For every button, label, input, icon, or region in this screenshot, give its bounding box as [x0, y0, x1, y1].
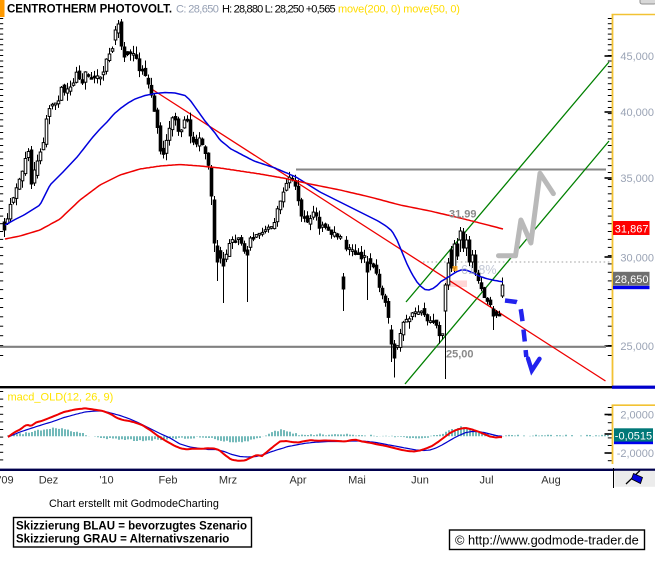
svg-text:Aug: Aug [541, 475, 561, 487]
svg-text:35,000: 35,000 [620, 173, 654, 185]
svg-text:Jun: Jun [411, 475, 429, 487]
svg-text:'10: '10 [99, 475, 113, 487]
svg-text:Dez: Dez [39, 475, 59, 487]
svg-text:C: 28,650: C: 28,650 [176, 4, 219, 16]
svg-text:CENTROTHERM PHOTOVOLT.: CENTROTHERM PHOTOVOLT. [7, 4, 172, 16]
svg-text:'09: '09 [0, 475, 14, 487]
svg-text:Skizzierung GRAU = Alternativs: Skizzierung GRAU = Alternativszenario [16, 534, 229, 546]
svg-text:-2,0000: -2,0000 [617, 448, 654, 460]
svg-text:2,0000: 2,0000 [620, 410, 654, 422]
svg-text:30,000: 30,000 [620, 253, 654, 265]
svg-text:Jul: Jul [479, 475, 493, 487]
svg-text:40,000: 40,000 [620, 107, 654, 119]
svg-text:31,867: 31,867 [615, 223, 649, 235]
svg-text:45,000: 45,000 [620, 51, 654, 63]
svg-text:-0,0515: -0,0515 [615, 431, 652, 443]
svg-text:28,650: 28,650 [615, 274, 649, 286]
svg-text:Feb: Feb [159, 475, 178, 487]
svg-text:move(200, 0) move(50, 0): move(200, 0) move(50, 0) [338, 4, 460, 16]
svg-text:31,99: 31,99 [449, 209, 477, 221]
svg-text:61,8%: 61,8% [461, 263, 496, 277]
svg-text:Mai: Mai [348, 475, 366, 487]
svg-text:© http://www.godmode-trader.de: © http://www.godmode-trader.de [455, 533, 639, 548]
svg-text:Chart erstellt mit GodmodeChar: Chart erstellt mit GodmodeCharting [49, 498, 219, 510]
svg-text:macd_OLD(12, 26, 9): macd_OLD(12, 26, 9) [8, 392, 114, 404]
svg-text:25,000: 25,000 [620, 341, 654, 353]
svg-text:H: 28,880 L: 28,250 +0,565: H: 28,880 L: 28,250 +0,565 [222, 4, 336, 16]
svg-text:Mrz: Mrz [219, 475, 237, 487]
svg-text:Apr: Apr [289, 475, 306, 487]
svg-text:25,00: 25,00 [446, 349, 474, 361]
svg-text:Skizzierung BLAU = bevorzugtes: Skizzierung BLAU = bevorzugtes Szenario [16, 521, 247, 533]
